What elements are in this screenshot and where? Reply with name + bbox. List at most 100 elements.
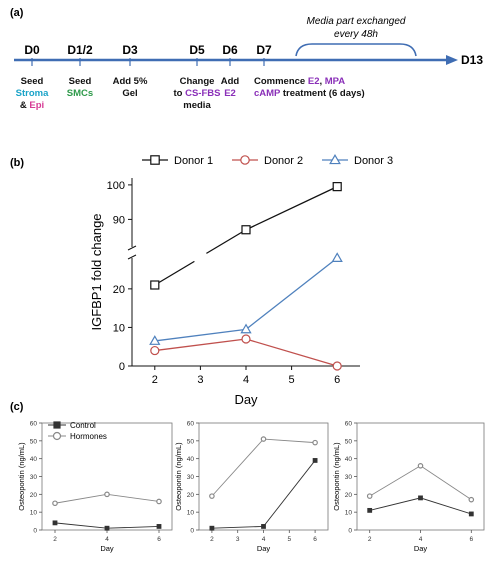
timeline-event-text: cAMP treatment (6 days) (254, 88, 365, 99)
data-point (156, 498, 162, 505)
timeline-event-span: Epi (29, 100, 44, 111)
timeline-day-label: D1/2 (67, 43, 93, 57)
data-point (260, 436, 267, 442)
x-tick-label: 5 (287, 536, 291, 543)
series-line (245, 257, 338, 330)
series-line (245, 186, 338, 231)
plot-frame (41, 422, 173, 531)
bracket-note-line-1: Media part exchanged (307, 16, 406, 27)
data-point (468, 511, 474, 517)
timeline-event-text: Commence E2, MPA (254, 76, 345, 87)
y-tick-label: 0 (33, 528, 37, 535)
y-tick-label: 10 (187, 510, 195, 517)
timeline-event-text: Seed (21, 76, 44, 87)
series-line (154, 338, 247, 352)
timeline-arrowhead (446, 55, 458, 65)
data-point (312, 458, 318, 463)
legend-marker (329, 153, 341, 165)
y-tick-label: 90 (113, 214, 125, 226)
timeline-event-span: , (319, 76, 324, 87)
series-line (211, 460, 316, 529)
x-tick-label: 2 (368, 536, 372, 543)
y-tick-label: 60 (30, 421, 38, 428)
chart-osteopontin-3: 0 10 20 30 40 50 60 2 4 6 Day Osteopontin (ng/mL) (332, 421, 485, 553)
data-point (332, 361, 342, 371)
timeline-day-label: D3 (122, 43, 138, 57)
timeline-event-span: Add (221, 76, 240, 87)
x-tick-label: 6 (469, 536, 473, 543)
data-point (241, 225, 251, 235)
y-tick-label: 50 (187, 438, 195, 445)
y-tick-label: 30 (345, 474, 353, 481)
x-tick-label: 4 (262, 536, 266, 543)
y-tick-label: 10 (113, 322, 125, 334)
legend-marker (240, 155, 250, 165)
chart-osteopontin-1: 0 10 20 30 40 50 60 2 4 6 Day Osteopontin (ng/mL) Co… (17, 421, 173, 553)
timeline-day-label: D5 (189, 43, 205, 57)
x-tick-label: 4 (105, 536, 109, 543)
y-tick-label: 10 (30, 510, 38, 517)
panel-label-c: (c) (10, 401, 24, 413)
x-tick-label: 6 (334, 374, 340, 386)
timeline-event-span: Commence (254, 76, 308, 87)
timeline-day-label: D0 (24, 43, 40, 57)
exchange-bracket (295, 43, 417, 57)
y-tick-label: 20 (113, 284, 125, 296)
data-point (261, 524, 266, 529)
legend-label: Donor 2 (264, 155, 303, 167)
legend-marker (52, 431, 62, 441)
timeline-event-span: E2 (224, 88, 236, 99)
chart-igfbp1: 90 100 0 10 20 2 3 4 5 6 Day IGFBP1 fold change Dono… (89, 153, 393, 407)
data-point (417, 462, 424, 469)
timeline-event-span: CS-FBS (185, 88, 220, 99)
data-point (240, 323, 252, 334)
x-tick-label: 3 (197, 374, 203, 386)
data-point (241, 334, 251, 344)
series-line (369, 497, 472, 515)
timeline-event-span: Change (180, 76, 215, 87)
data-point (418, 495, 423, 501)
bracket-note-line-2: every 48h (334, 29, 378, 40)
x-tick-label: 6 (157, 536, 161, 543)
data-point (366, 493, 373, 499)
chart-osteopontin-2: 0 10 20 30 40 50 60 2 3 4 5 6 Day Osteopontin (ng/mL) (174, 421, 329, 553)
y-tick-label: 40 (345, 456, 353, 463)
timeline-event-text: Change (180, 76, 215, 87)
x-tick-label: 6 (313, 536, 317, 543)
data-point (332, 182, 342, 192)
data-point (468, 496, 475, 503)
y-tick-label: 30 (187, 474, 195, 481)
legend-marker (53, 421, 61, 429)
timeline-day-label: D6 (222, 43, 238, 57)
timeline-event-span: & (20, 100, 30, 111)
series-line (369, 465, 472, 501)
y-tick-label: 10 (345, 510, 353, 517)
x-axis-label: Day (414, 544, 428, 553)
axis-break-mark (127, 245, 137, 251)
y-tick-label: 0 (190, 528, 194, 535)
timeline-event-text: media (183, 100, 211, 111)
y-tick-label: 60 (187, 421, 195, 428)
timeline-event-span: Gel (122, 88, 137, 99)
data-point (150, 345, 160, 356)
legend-label: Control (70, 421, 96, 430)
y-tick-label: 50 (345, 438, 353, 445)
x-tick-label: 4 (419, 536, 423, 543)
x-axis-label: Day (257, 544, 271, 553)
x-tick-label: 3 (236, 536, 240, 543)
y-axis-label: Osteopontin (ng/mL) (174, 442, 183, 511)
data-point (52, 520, 58, 526)
timeline-day-label: D7 (256, 43, 272, 57)
timeline-event-span: media (183, 100, 211, 111)
data-point (209, 525, 215, 531)
timeline-event-span: E2 (308, 76, 320, 87)
y-axis-label: Osteopontin (ng/mL) (332, 442, 341, 511)
axis-break-mark (127, 254, 137, 260)
series-line (154, 260, 195, 286)
timeline-event-span: Stroma (16, 88, 49, 99)
timeline-event-text: Add (221, 76, 240, 87)
x-tick-label: 4 (243, 374, 249, 386)
y-tick-label: 20 (30, 492, 38, 499)
timeline-event-span: cAMP (254, 88, 281, 99)
